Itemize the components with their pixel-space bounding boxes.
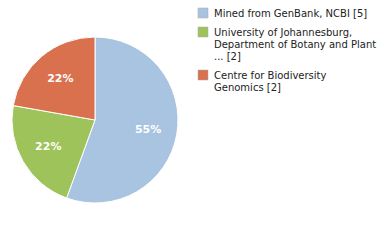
legend-label-line: Genomics [2] bbox=[214, 82, 281, 93]
legend-label-line: ... [2] bbox=[214, 51, 241, 62]
pie-slice bbox=[12, 106, 95, 198]
legend-swatch bbox=[198, 70, 208, 80]
legend-label: University of Johannesburg,Department of… bbox=[214, 27, 376, 62]
legend: Mined from GenBank, NCBI [5] University o… bbox=[198, 8, 376, 93]
legend-swatch bbox=[198, 8, 208, 18]
pie-slice bbox=[13, 37, 95, 120]
legend-label-line: University of Johannesburg, bbox=[214, 27, 352, 38]
legend-label-line: Department of Botany and Plant bbox=[214, 39, 376, 50]
data-label: 22% bbox=[47, 72, 73, 85]
legend-item: Centre for BiodiversityGenomics [2] bbox=[198, 70, 327, 93]
legend-label: Centre for BiodiversityGenomics [2] bbox=[214, 70, 327, 93]
data-labels: 55% 22% 22% bbox=[35, 72, 161, 153]
legend-item: Mined from GenBank, NCBI [5] bbox=[198, 8, 367, 19]
data-label: 22% bbox=[35, 140, 61, 153]
data-label: 55% bbox=[135, 123, 161, 136]
chart: 55% 22% 22% Mined from GenBank, NCBI [5] Uni… bbox=[0, 0, 380, 240]
legend-item: University of Johannesburg,Department of… bbox=[198, 27, 376, 62]
legend-label-line: Mined from GenBank, NCBI [5] bbox=[214, 8, 367, 19]
legend-label-line: Centre for Biodiversity bbox=[214, 70, 327, 81]
pie bbox=[12, 37, 178, 203]
legend-swatch bbox=[198, 27, 208, 37]
legend-label: Mined from GenBank, NCBI [5] bbox=[214, 8, 367, 19]
